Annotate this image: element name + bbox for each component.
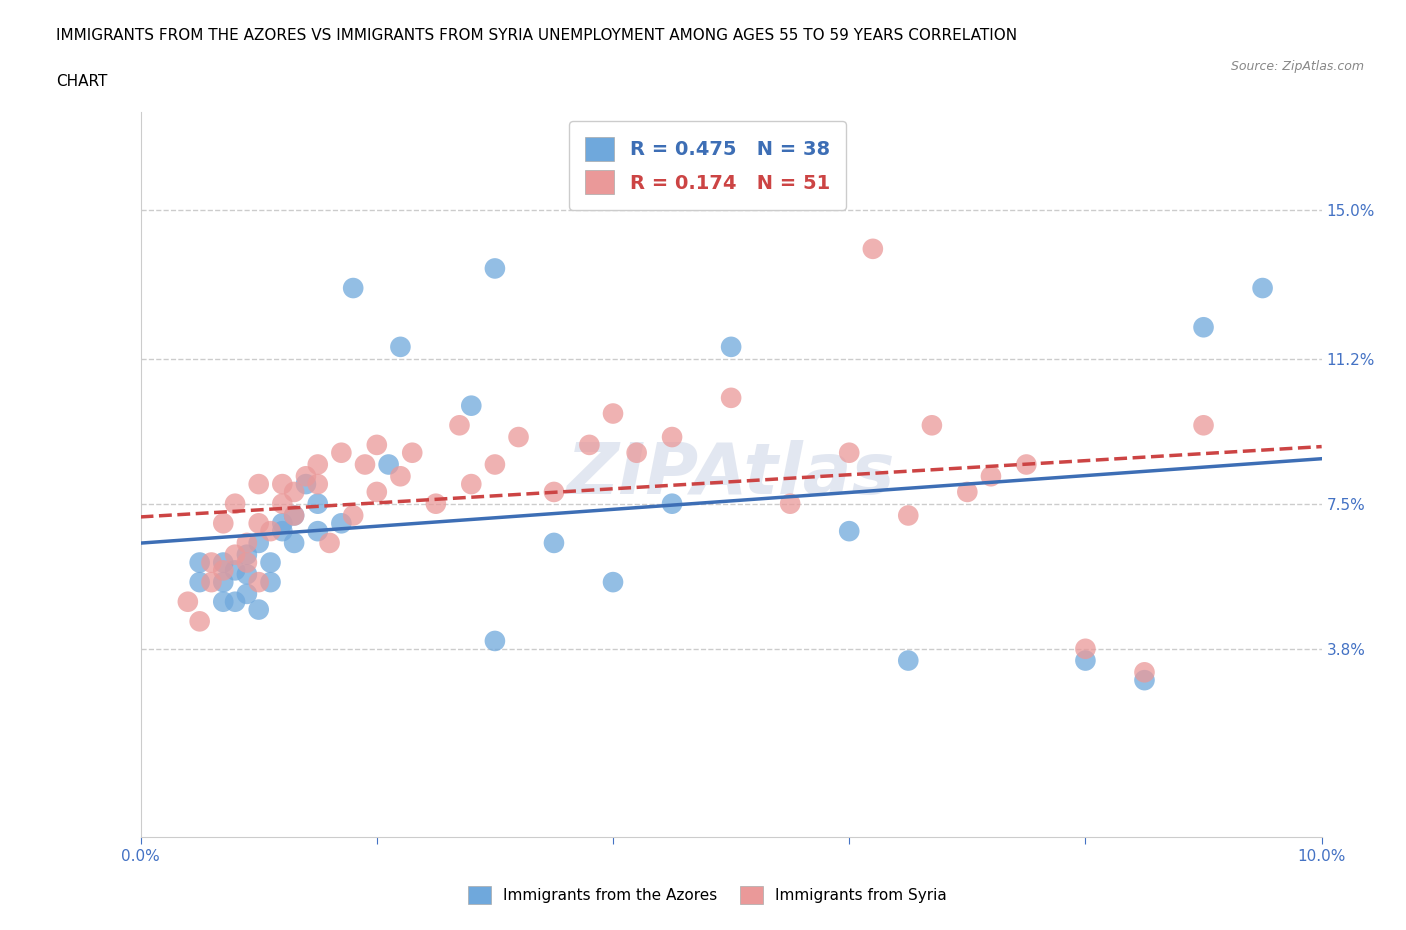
- Point: [342, 281, 364, 296]
- Point: [1133, 672, 1156, 687]
- Point: [259, 524, 281, 538]
- Point: [921, 418, 943, 432]
- Point: [602, 406, 624, 421]
- Point: [354, 457, 377, 472]
- Point: [460, 398, 482, 413]
- Point: [425, 497, 447, 512]
- Point: [1074, 642, 1097, 657]
- Text: CHART: CHART: [56, 74, 108, 89]
- Point: [236, 547, 259, 562]
- Point: [307, 477, 329, 492]
- Point: [366, 485, 388, 499]
- Point: [449, 418, 471, 432]
- Point: [224, 594, 246, 609]
- Point: [307, 457, 329, 472]
- Point: [602, 575, 624, 590]
- Point: [247, 477, 270, 492]
- Point: [295, 477, 318, 492]
- Point: [318, 536, 340, 551]
- Point: [212, 563, 235, 578]
- Point: [484, 261, 506, 276]
- Point: [283, 485, 305, 499]
- Point: [200, 555, 222, 570]
- Point: [626, 445, 648, 460]
- Point: [271, 524, 294, 538]
- Point: [259, 555, 281, 570]
- Point: [247, 516, 270, 531]
- Point: [838, 445, 860, 460]
- Point: [342, 508, 364, 523]
- Point: [247, 575, 270, 590]
- Point: [484, 457, 506, 472]
- Point: [200, 575, 222, 590]
- Point: [956, 485, 979, 499]
- Point: [1251, 281, 1274, 296]
- Point: [271, 477, 294, 492]
- Point: [484, 633, 506, 648]
- Point: [389, 469, 412, 484]
- Point: [366, 437, 388, 452]
- Point: [224, 563, 246, 578]
- Point: [236, 567, 259, 582]
- Point: [271, 516, 294, 531]
- Point: [247, 602, 270, 617]
- Point: [862, 242, 884, 257]
- Point: [224, 497, 246, 512]
- Text: ZIPAtlas: ZIPAtlas: [567, 440, 896, 509]
- Point: [720, 339, 742, 354]
- Point: [1074, 653, 1097, 668]
- Point: [212, 555, 235, 570]
- Point: [307, 497, 329, 512]
- Text: IMMIGRANTS FROM THE AZORES VS IMMIGRANTS FROM SYRIA UNEMPLOYMENT AMONG AGES 55 T: IMMIGRANTS FROM THE AZORES VS IMMIGRANTS…: [56, 28, 1018, 43]
- Point: [1192, 418, 1215, 432]
- Point: [661, 430, 683, 445]
- Point: [1133, 665, 1156, 680]
- Point: [212, 575, 235, 590]
- Point: [259, 575, 281, 590]
- Point: [188, 575, 211, 590]
- Point: [543, 485, 565, 499]
- Legend: Immigrants from the Azores, Immigrants from Syria: Immigrants from the Azores, Immigrants f…: [456, 873, 959, 916]
- Point: [897, 508, 920, 523]
- Point: [271, 497, 294, 512]
- Point: [330, 445, 353, 460]
- Point: [247, 536, 270, 551]
- Point: [661, 497, 683, 512]
- Point: [283, 536, 305, 551]
- Point: [838, 524, 860, 538]
- Point: [377, 457, 399, 472]
- Point: [543, 536, 565, 551]
- Point: [212, 594, 235, 609]
- Point: [188, 555, 211, 570]
- Point: [508, 430, 530, 445]
- Text: Source: ZipAtlas.com: Source: ZipAtlas.com: [1230, 60, 1364, 73]
- Point: [720, 391, 742, 405]
- Point: [578, 437, 600, 452]
- Point: [980, 469, 1002, 484]
- Point: [236, 536, 259, 551]
- Point: [460, 477, 482, 492]
- Point: [330, 516, 353, 531]
- Point: [224, 547, 246, 562]
- Point: [401, 445, 423, 460]
- Point: [779, 497, 801, 512]
- Point: [283, 508, 305, 523]
- Point: [1192, 320, 1215, 335]
- Point: [389, 339, 412, 354]
- Point: [1015, 457, 1038, 472]
- Point: [283, 508, 305, 523]
- Point: [295, 469, 318, 484]
- Point: [236, 587, 259, 602]
- Point: [897, 653, 920, 668]
- Point: [212, 516, 235, 531]
- Point: [188, 614, 211, 629]
- Point: [177, 594, 200, 609]
- Point: [236, 555, 259, 570]
- Point: [307, 524, 329, 538]
